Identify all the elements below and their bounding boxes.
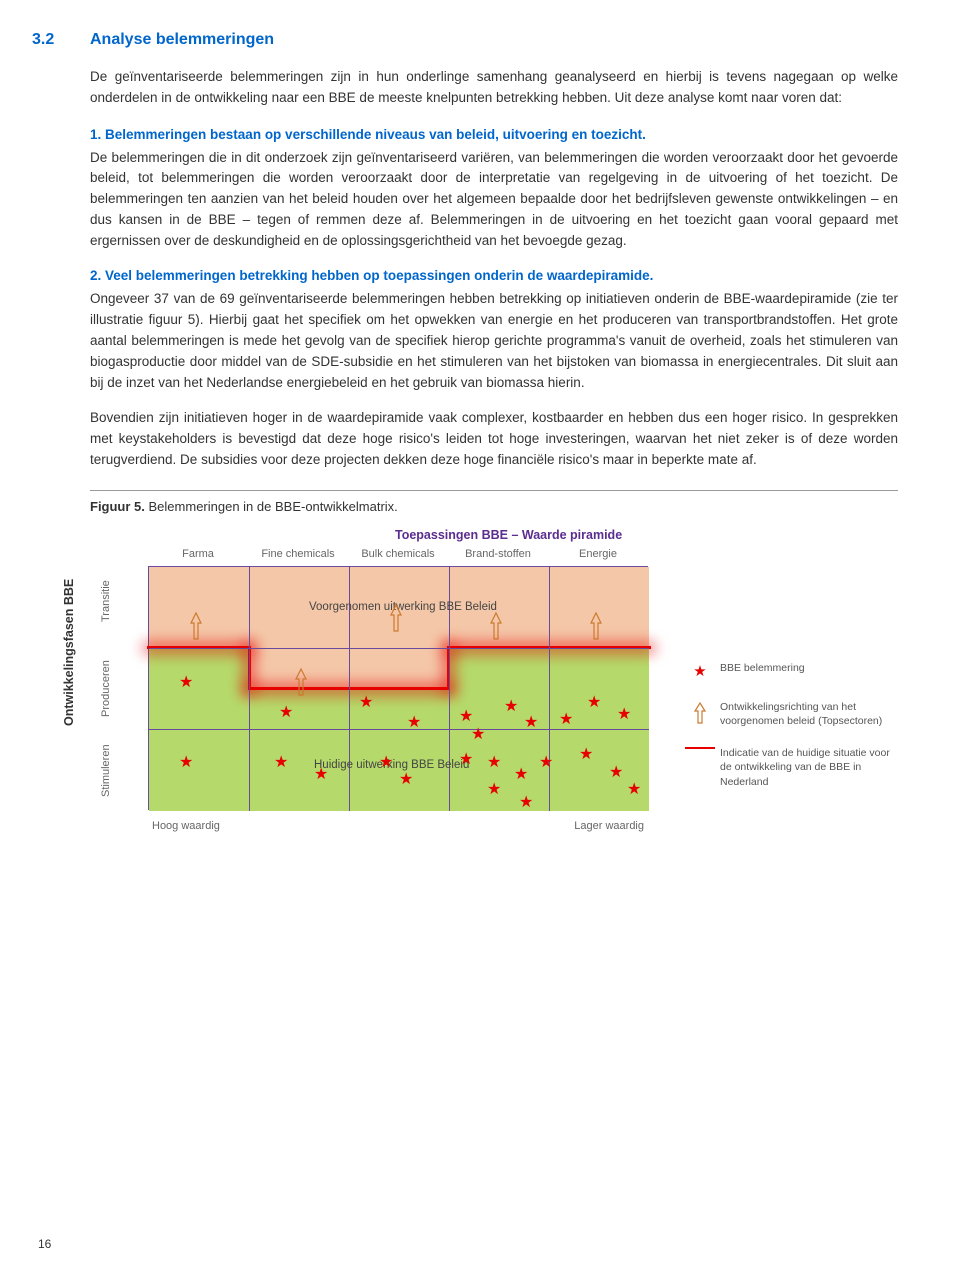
page-number: 16 <box>38 1235 51 1254</box>
col-4: Energie <box>548 546 648 562</box>
star-marker: ★ <box>459 709 473 725</box>
legend-line: Indicatie van de huidige situatie voor d… <box>680 746 895 789</box>
star-marker: ★ <box>471 727 485 743</box>
col-2: Bulk chemicals <box>348 546 448 562</box>
legend-arrow: Ontwikkelingsrichting van het voorgenome… <box>680 700 895 728</box>
star-marker: ★ <box>627 782 641 798</box>
star-marker: ★ <box>487 755 501 771</box>
star-marker: ★ <box>514 767 528 783</box>
figure-caption: Figuur 5. Belemmeringen in de BBE-ontwik… <box>90 490 898 517</box>
star-marker: ★ <box>504 699 518 715</box>
col-0: Farma <box>148 546 248 562</box>
star-marker: ★ <box>379 755 393 771</box>
point2-heading: 2. Veel belemmeringen betrekking hebben … <box>90 266 898 287</box>
star-marker: ★ <box>579 747 593 763</box>
legend-arrow-icon <box>680 700 720 725</box>
star-marker: ★ <box>609 765 623 781</box>
legend-arrow-text: Ontwikkelingsrichting van het voorgenome… <box>720 700 895 728</box>
bottom-left-label: Hoog waardig <box>152 818 220 835</box>
arrow-marker <box>589 611 603 641</box>
y-axis-inner: Transitie Produceren Stimuleren <box>116 562 138 812</box>
bottom-right-label: Lager waardig <box>574 818 644 835</box>
star-marker: ★ <box>279 705 293 721</box>
figure-caption-text: Belemmeringen in de BBE-ontwikkelmatrix. <box>149 499 398 514</box>
grid-hline <box>149 729 649 730</box>
point1-heading: 1. Belemmeringen bestaan op verschillend… <box>90 125 898 146</box>
star-marker: ★ <box>539 755 553 771</box>
star-marker: ★ <box>587 695 601 711</box>
col-1: Fine chemicals <box>248 546 348 562</box>
star-marker: ★ <box>399 772 413 788</box>
col-3: Brand-stoffen <box>448 546 548 562</box>
star-marker: ★ <box>519 795 533 811</box>
grid-vline <box>249 567 250 811</box>
section-title: 3.2Analyse belemmeringen <box>32 28 898 53</box>
arrow-marker <box>489 611 503 641</box>
y-axis-outer-label: Ontwikkelingsfasen BBE <box>60 578 79 725</box>
intro-paragraph: De geïnventariseerde belemmeringen zijn … <box>90 67 898 109</box>
chart-title: Toepassingen BBE – Waarde piramide <box>395 526 622 545</box>
y-label-1: Produceren <box>98 660 115 717</box>
grid-vline <box>549 567 550 811</box>
legend-star-icon: ★ <box>680 661 720 682</box>
star-marker: ★ <box>617 707 631 723</box>
y-label-0: Transitie <box>98 580 115 622</box>
grid-hline <box>149 648 649 649</box>
arrow-marker <box>294 667 308 697</box>
chart-grid: Voorgenomen uitwerking BBE Beleid Huidig… <box>148 566 648 810</box>
point2-body2: Bovendien zijn initiatieven hoger in de … <box>90 408 898 471</box>
chart-legend: ★ BBE belemmering Ontwikkelingsrichting … <box>680 661 895 807</box>
star-marker: ★ <box>459 752 473 768</box>
matrix-chart: Toepassingen BBE – Waarde piramide Ontwi… <box>90 526 898 844</box>
arrow-marker <box>189 611 203 641</box>
point1-body: De belemmeringen die in dit onderzoek zi… <box>90 148 898 253</box>
star-marker: ★ <box>524 715 538 731</box>
legend-star-text: BBE belemmering <box>720 661 805 675</box>
star-marker: ★ <box>274 755 288 771</box>
legend-line-icon <box>680 746 720 749</box>
star-marker: ★ <box>359 695 373 711</box>
section-number: 3.2 <box>32 28 90 53</box>
figure-label: Figuur 5. <box>90 499 145 514</box>
star-marker: ★ <box>179 755 193 771</box>
star-marker: ★ <box>314 767 328 783</box>
star-marker: ★ <box>179 675 193 691</box>
section-title-text: Analyse belemmeringen <box>90 31 274 48</box>
legend-line-text: Indicatie van de huidige situatie voor d… <box>720 746 895 789</box>
column-headers: Farma Fine chemicals Bulk chemicals Bran… <box>148 546 648 562</box>
legend-star: ★ BBE belemmering <box>680 661 895 682</box>
arrow-marker <box>389 603 403 633</box>
star-marker: ★ <box>487 782 501 798</box>
y-label-2: Stimuleren <box>98 744 115 797</box>
point2-body1: Ongeveer 37 van de 69 geïnventariseerde … <box>90 289 898 394</box>
star-marker: ★ <box>407 715 421 731</box>
star-marker: ★ <box>559 712 573 728</box>
